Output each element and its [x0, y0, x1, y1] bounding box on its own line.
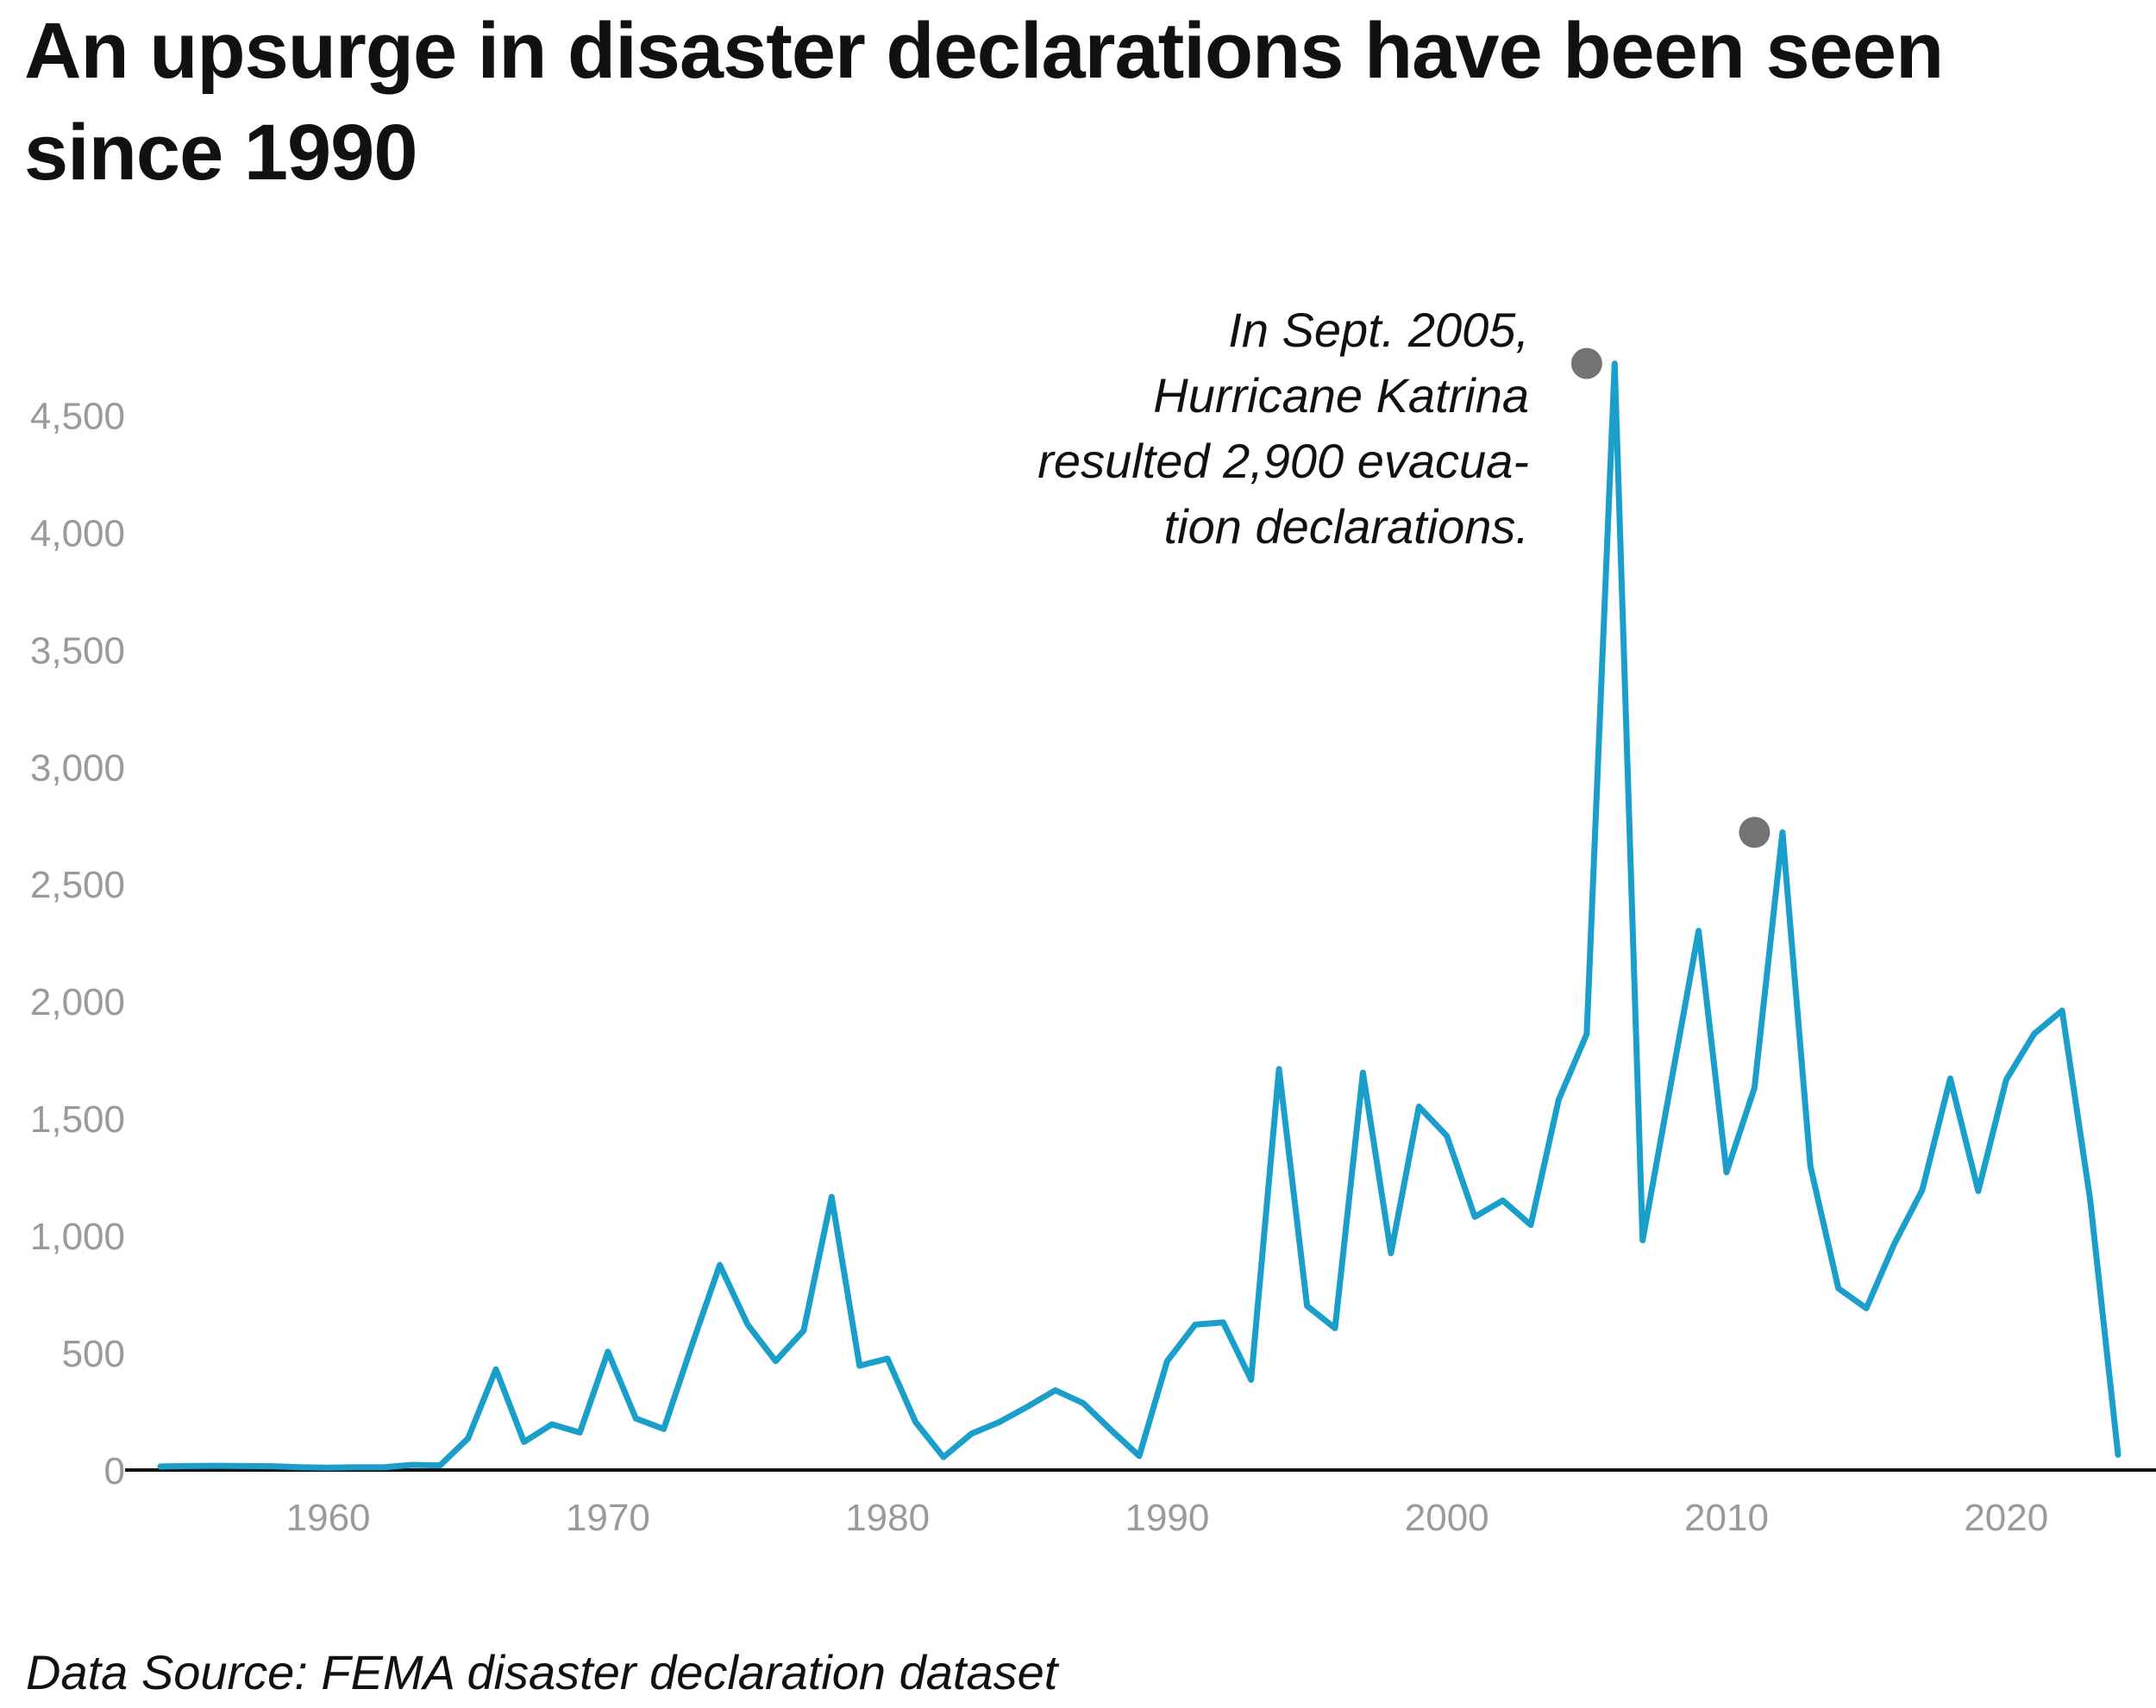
y-tick-label: 4,500 — [30, 395, 125, 437]
annotation-line: In Sept. 2005, — [1228, 303, 1529, 357]
highlight-markers — [1571, 348, 1771, 848]
y-tick-label: 4,000 — [30, 512, 125, 554]
katrina-annotation: In Sept. 2005, Hurricane Katrina resulted … — [1037, 303, 1529, 554]
annotation-line: resulted 2,900 evacua- — [1037, 434, 1529, 488]
data-source: Data Source: FEMA disaster declaration d… — [26, 1642, 1057, 1703]
y-tick-label: 1,000 — [30, 1216, 125, 1258]
highlight-point — [1571, 348, 1602, 379]
y-tick-label: 1,500 — [30, 1098, 125, 1141]
y-axis-ticks: 0 500 1,000 1,500 2,000 2,500 3,000 3,500 4,000 4… — [30, 395, 125, 1492]
x-tick-label: 1980 — [845, 1497, 930, 1539]
x-tick-label: 2000 — [1405, 1497, 1489, 1539]
annotation-line: Hurricane Katrina — [1153, 368, 1529, 422]
y-tick-label: 2,500 — [30, 864, 125, 906]
x-tick-label: 1990 — [1125, 1497, 1209, 1539]
annotation-line: tion declarations. — [1164, 499, 1529, 554]
y-tick-label: 0 — [104, 1450, 125, 1492]
x-tick-label: 1970 — [566, 1497, 650, 1539]
x-tick-label: 2020 — [1964, 1497, 2048, 1539]
y-tick-label: 3,500 — [30, 629, 125, 672]
x-tick-label: 1960 — [286, 1497, 371, 1539]
y-tick-label: 500 — [62, 1333, 125, 1375]
x-axis-ticks: 1960 1970 1980 1990 2000 2010 2020 — [286, 1497, 2049, 1539]
x-tick-label: 2010 — [1684, 1497, 1769, 1539]
highlight-point — [1739, 816, 1770, 848]
y-tick-label: 3,000 — [30, 747, 125, 789]
series-line — [160, 364, 2118, 1468]
y-tick-label: 2,000 — [30, 981, 125, 1023]
